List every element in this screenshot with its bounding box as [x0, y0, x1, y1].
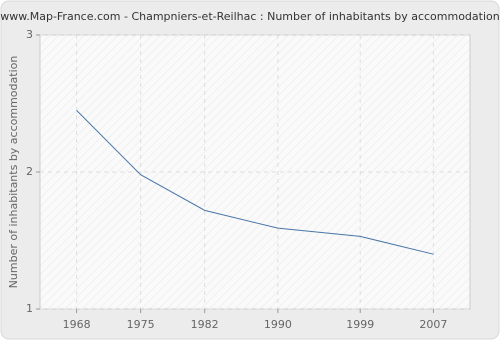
y-tick-label: 1 [26, 302, 33, 315]
x-tick-label: 1999 [346, 318, 374, 331]
line [76, 109, 434, 255]
x-tick-label: 2007 [419, 318, 447, 331]
x-tick-label: 1990 [264, 318, 292, 331]
plot-area [39, 34, 471, 310]
x-tick-label: 1968 [63, 318, 91, 331]
y-tick-label: 2 [26, 165, 33, 178]
x-tick-label: 1982 [191, 318, 219, 331]
chart-title: www.Map-France.com - Champniers-et-Reilh… [0, 10, 500, 23]
y-tick-label: 3 [26, 28, 33, 41]
x-tick-label: 1975 [127, 318, 155, 331]
y-axis-label: Number of inhabitants by accommodation [7, 56, 20, 289]
